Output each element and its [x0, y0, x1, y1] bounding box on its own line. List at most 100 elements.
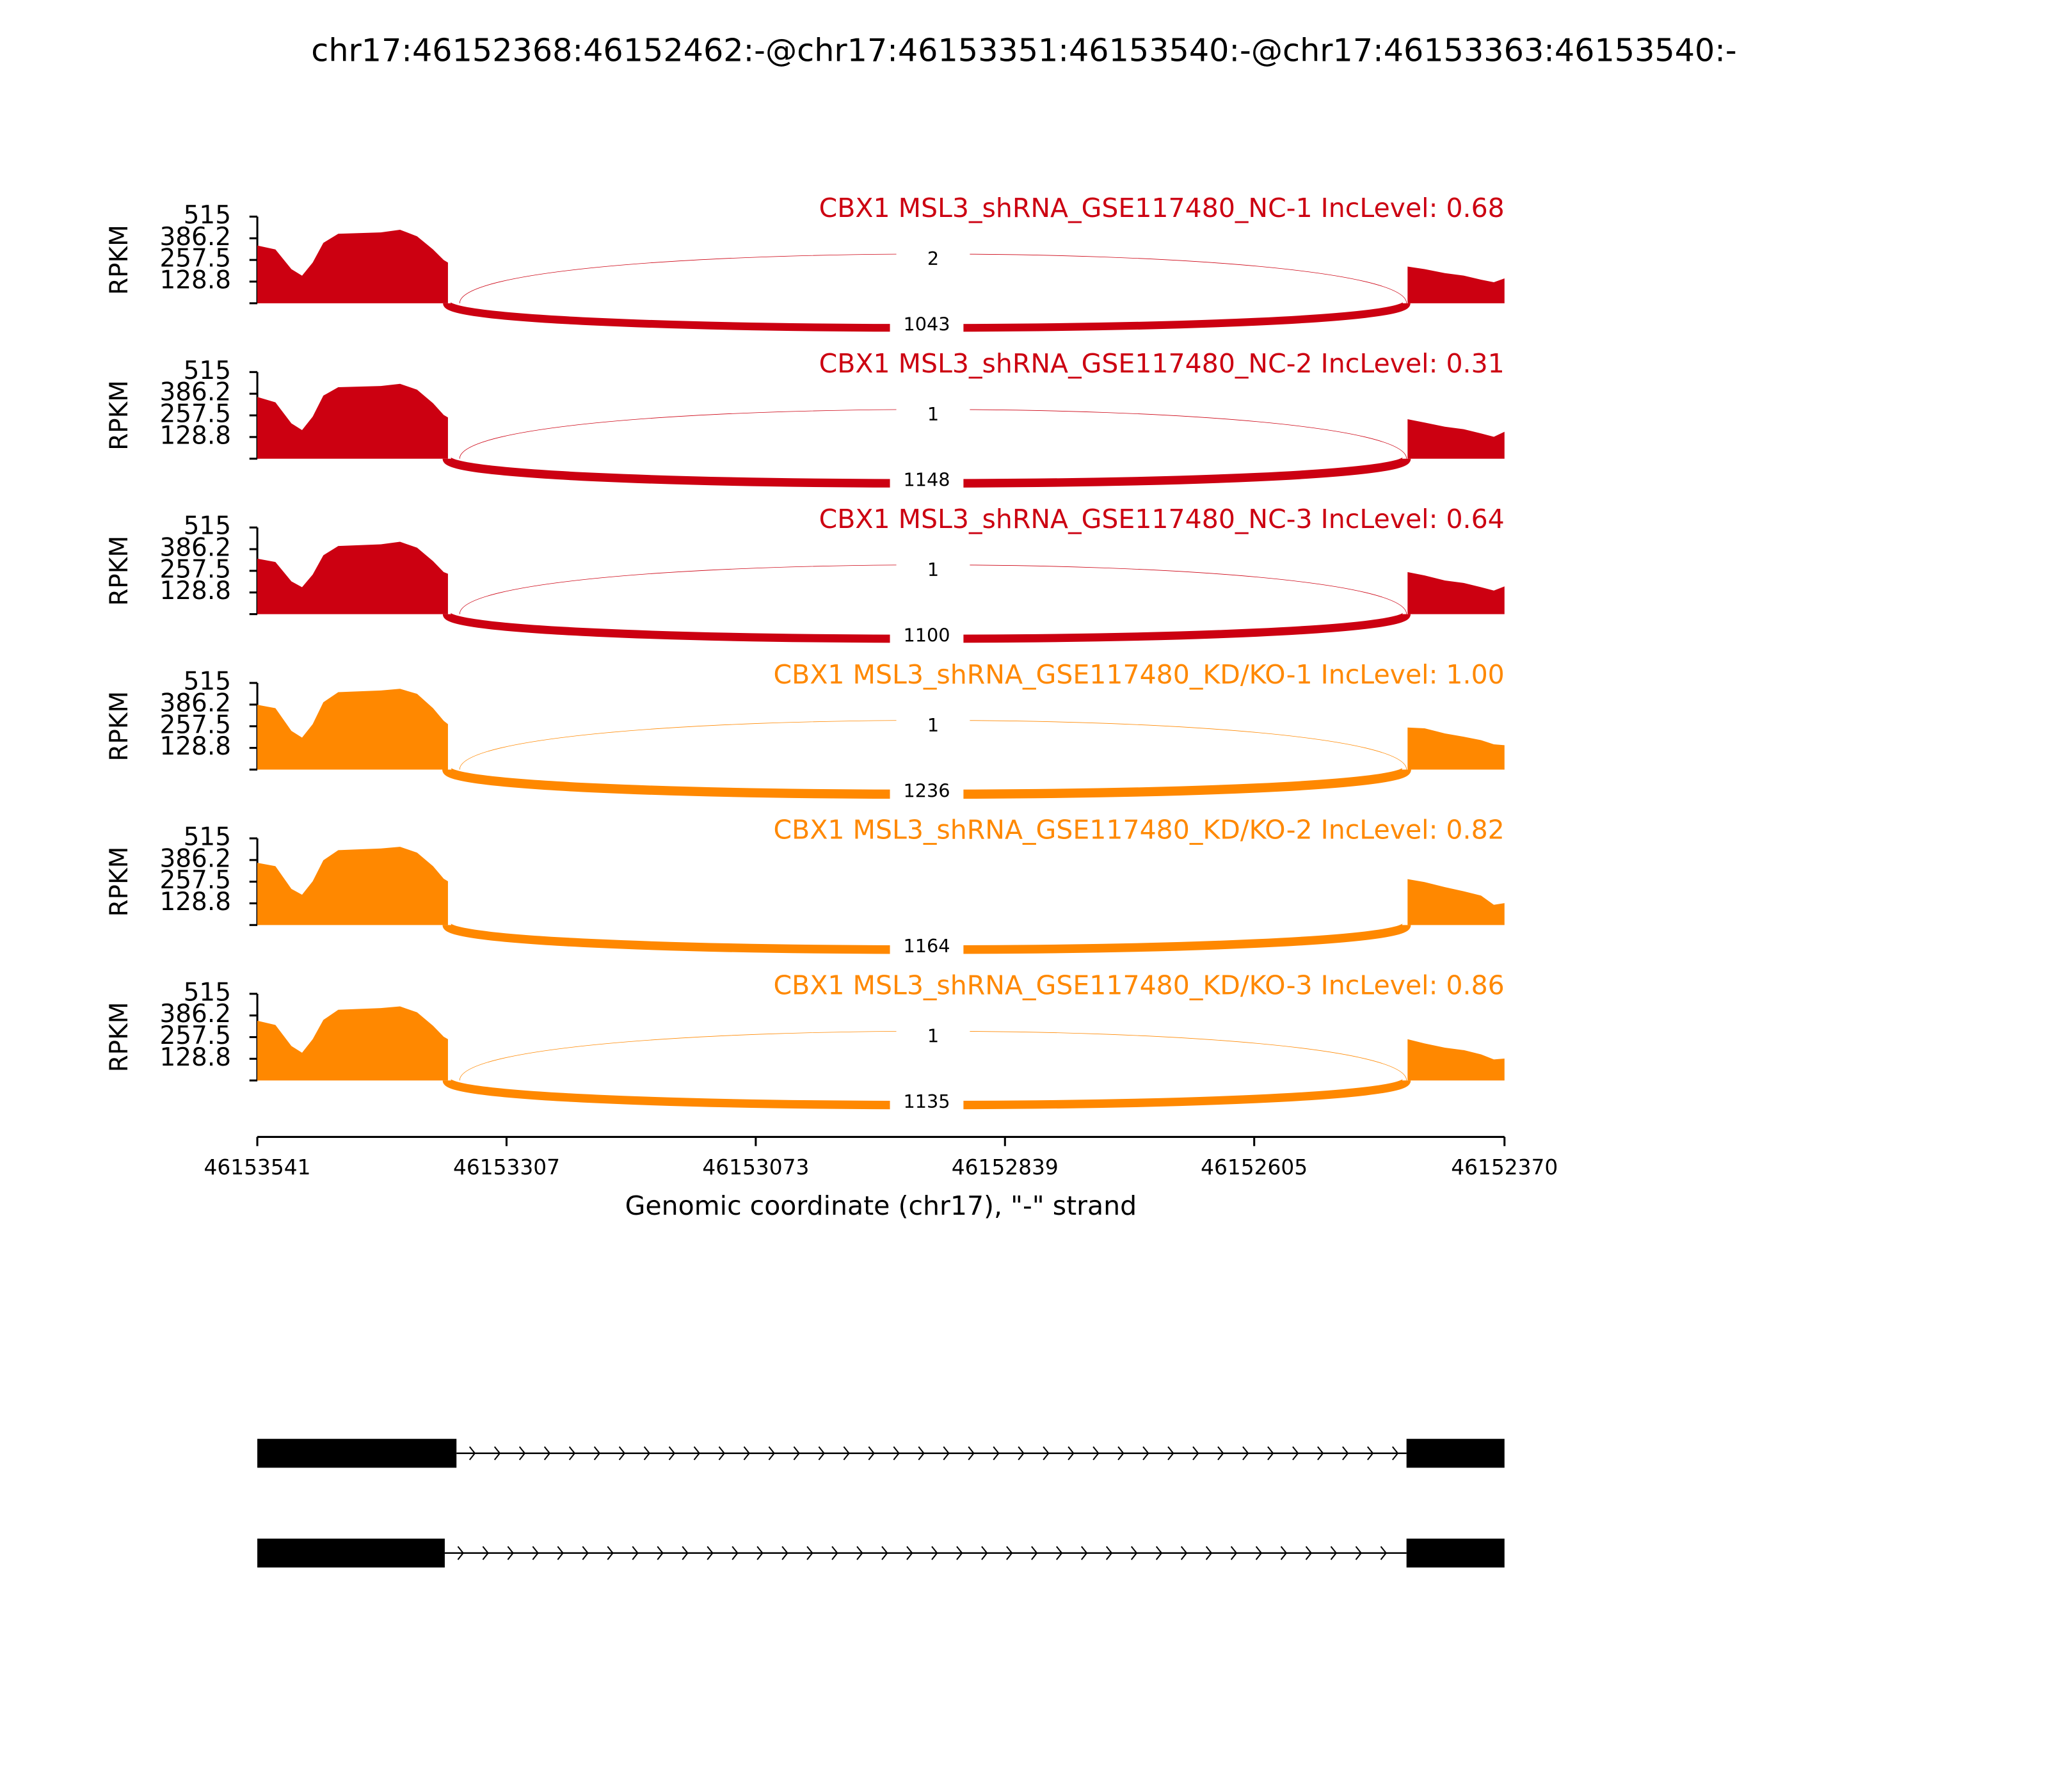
- strand-arrow: [1056, 1546, 1063, 1560]
- strand-arrow: [1167, 1446, 1174, 1460]
- y-axis-label: RPKM: [105, 1002, 134, 1073]
- strand-arrow: [1117, 1446, 1124, 1460]
- junction-label-bg: [896, 559, 970, 583]
- strand-arrow: [806, 1546, 813, 1560]
- strand-arrow: [968, 1446, 975, 1460]
- junction-label: 1: [927, 1025, 939, 1047]
- strand-arrow: [931, 1546, 938, 1560]
- exon: [1406, 1539, 1505, 1568]
- y-tick-label: 128.8: [159, 888, 231, 916]
- coverage-area: [257, 847, 1505, 925]
- y-tick-label: 257.5: [159, 866, 231, 895]
- strand-arrow: [1031, 1546, 1038, 1560]
- y-tick-label: 257.5: [159, 1021, 231, 1050]
- strand-arrow: [543, 1446, 551, 1460]
- strand-arrow: [707, 1546, 714, 1560]
- y-tick-label: 515: [184, 356, 231, 385]
- y-tick-label: 386.2: [159, 1000, 231, 1028]
- track-title: CBX1 MSL3_shRNA_GSE117480_NC-2 IncLevel:…: [819, 348, 1505, 379]
- strand-arrow: [793, 1446, 800, 1460]
- x-tick-label: 46153307: [453, 1155, 560, 1180]
- track-title: CBX1 MSL3_shRNA_GSE117480_KD/KO-3 IncLev…: [774, 970, 1505, 1001]
- strand-arrow: [568, 1446, 576, 1460]
- coverage-area: [257, 689, 1505, 770]
- strand-arrow: [918, 1446, 925, 1460]
- strand-arrow: [1155, 1546, 1163, 1560]
- coverage-area: [257, 229, 1505, 303]
- y-tick-label: 128.8: [159, 421, 231, 450]
- y-tick-label: 257.5: [159, 710, 231, 739]
- x-tick-label: 46152370: [1451, 1155, 1558, 1180]
- strand-arrow: [781, 1546, 788, 1560]
- strand-arrow: [743, 1446, 750, 1460]
- strand-arrow: [507, 1546, 514, 1560]
- strand-arrow: [518, 1446, 526, 1460]
- strand-arrow: [1242, 1446, 1249, 1460]
- y-tick-label: 128.8: [159, 732, 231, 761]
- y-axis-label: RPKM: [105, 380, 134, 451]
- strand-arrow: [1217, 1446, 1224, 1460]
- coverage-area: [257, 541, 1505, 614]
- y-tick-label: 515: [184, 978, 231, 1007]
- track-title: CBX1 MSL3_shRNA_GSE117480_KD/KO-2 IncLev…: [774, 815, 1505, 845]
- junction-label-bg: [890, 780, 964, 804]
- y-tick-label: 515: [184, 512, 231, 541]
- junction-label: 1043: [903, 314, 950, 335]
- strand-arrow: [557, 1546, 564, 1560]
- strand-arrow: [607, 1546, 614, 1560]
- y-tick-label: 128.8: [159, 577, 231, 605]
- junction-label-bg: [890, 1091, 964, 1115]
- strand-arrow: [532, 1546, 539, 1560]
- junction-label-bg: [890, 314, 964, 338]
- strand-arrow: [881, 1546, 888, 1560]
- junction-label-bg: [896, 403, 970, 428]
- strand-arrow: [1068, 1446, 1075, 1460]
- strand-arrow: [1342, 1446, 1349, 1460]
- strand-arrow: [906, 1546, 913, 1560]
- strand-arrow: [682, 1546, 689, 1560]
- coverage-area: [257, 1006, 1505, 1081]
- strand-arrow: [457, 1546, 464, 1560]
- exon: [257, 1539, 445, 1568]
- strand-arrow: [893, 1446, 900, 1460]
- strand-arrow: [868, 1446, 875, 1460]
- strand-arrow: [593, 1446, 601, 1460]
- strand-arrow: [1180, 1546, 1188, 1560]
- strand-arrow: [1267, 1446, 1274, 1460]
- strand-arrow: [1105, 1546, 1113, 1560]
- strand-arrow: [856, 1546, 863, 1560]
- chart-title: chr17:46152368:46152462:-@chr17:46153351…: [311, 32, 1736, 69]
- junction-label: 1: [927, 403, 939, 425]
- strand-arrow: [1230, 1546, 1238, 1560]
- strand-arrow: [643, 1446, 651, 1460]
- strand-arrow: [1392, 1446, 1399, 1460]
- strand-arrow: [1081, 1546, 1088, 1560]
- y-tick-label: 128.8: [159, 1043, 231, 1072]
- strand-arrow: [1330, 1546, 1338, 1560]
- junction-label: 1236: [903, 780, 950, 801]
- strand-arrow: [1130, 1546, 1138, 1560]
- y-tick-label: 386.2: [159, 689, 231, 717]
- junction-label-bg: [890, 625, 964, 648]
- strand-arrow: [582, 1546, 589, 1560]
- y-axis-label: RPKM: [105, 847, 134, 917]
- strand-arrow: [1043, 1446, 1050, 1460]
- exon: [257, 1439, 457, 1468]
- strand-arrow: [482, 1546, 489, 1560]
- strand-arrow: [468, 1446, 476, 1460]
- y-tick-label: 515: [184, 822, 231, 851]
- y-tick-label: 386.2: [159, 534, 231, 563]
- strand-arrow: [1305, 1546, 1313, 1560]
- strand-arrow: [668, 1446, 676, 1460]
- strand-arrow: [1380, 1546, 1388, 1560]
- strand-arrow: [1367, 1446, 1374, 1460]
- coverage-area: [257, 383, 1505, 459]
- junction-label: 1100: [903, 624, 950, 646]
- x-tick-label: 46152839: [952, 1155, 1059, 1180]
- strand-arrow: [956, 1546, 963, 1560]
- strand-arrow: [1292, 1446, 1299, 1460]
- y-tick-label: 257.5: [159, 400, 231, 429]
- junction-label-bg: [890, 935, 964, 959]
- strand-arrow: [632, 1546, 639, 1560]
